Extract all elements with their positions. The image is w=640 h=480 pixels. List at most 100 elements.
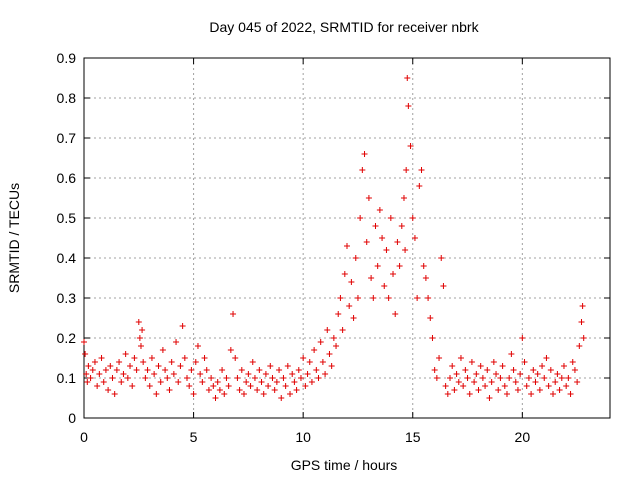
data-point — [157, 379, 164, 385]
data-point — [333, 343, 340, 349]
data-point — [118, 379, 125, 385]
data-point — [122, 351, 129, 357]
data-point — [495, 387, 502, 393]
data-point — [282, 383, 289, 389]
data-point — [396, 263, 403, 269]
data-point — [556, 387, 563, 393]
data-point — [536, 387, 543, 393]
data-point — [208, 375, 215, 381]
data-point — [135, 319, 142, 325]
data-point — [111, 391, 118, 397]
data-point — [357, 215, 364, 221]
data-point — [565, 375, 572, 381]
data-point — [256, 367, 263, 373]
data-point — [405, 103, 412, 109]
data-point — [223, 375, 230, 381]
x-tick-label: 10 — [295, 429, 311, 445]
data-point — [501, 383, 508, 389]
data-point — [569, 359, 576, 365]
data-point — [440, 283, 447, 289]
data-point — [199, 379, 206, 385]
data-point — [302, 383, 309, 389]
data-point — [512, 379, 519, 385]
data-point — [197, 371, 204, 377]
data-point — [409, 215, 416, 221]
data-point — [517, 371, 524, 377]
data-point — [81, 339, 87, 345]
data-point — [159, 347, 166, 353]
data-point — [482, 383, 489, 389]
data-point — [449, 363, 456, 369]
data-point — [381, 283, 388, 289]
data-point — [534, 371, 541, 377]
data-point — [376, 207, 383, 213]
data-point — [346, 303, 353, 309]
x-tick-label: 15 — [405, 429, 421, 445]
data-point — [324, 327, 331, 333]
data-point — [304, 371, 311, 377]
data-point — [116, 359, 123, 365]
data-point — [190, 391, 197, 397]
data-point — [287, 391, 294, 397]
data-point — [499, 363, 506, 369]
data-point — [120, 371, 127, 377]
data-point — [113, 367, 120, 373]
data-point — [84, 379, 91, 385]
data-point — [464, 375, 471, 381]
data-point — [576, 343, 583, 349]
data-point — [447, 375, 454, 381]
data-point — [579, 303, 586, 309]
data-point — [420, 263, 427, 269]
data-point — [83, 371, 90, 377]
data-point — [300, 355, 307, 361]
data-point — [387, 215, 394, 221]
data-point — [262, 371, 269, 377]
data-point — [385, 295, 392, 301]
data-point — [251, 375, 258, 381]
data-point — [431, 367, 438, 373]
data-point — [109, 375, 116, 381]
data-point — [479, 375, 486, 381]
data-point — [442, 383, 449, 389]
data-point — [273, 379, 280, 385]
data-point — [497, 375, 504, 381]
data-point — [102, 367, 109, 373]
data-point — [91, 359, 98, 365]
data-point — [560, 363, 567, 369]
data-point — [289, 371, 296, 377]
data-point — [330, 335, 337, 341]
data-point — [337, 295, 344, 301]
data-point — [317, 339, 324, 345]
data-point — [354, 295, 361, 301]
axis-ticks: 0 0.1 0.2 0.3 0.4 0.5 0.6 0.7 0.8 0.9 0 5 10 15 20 — [57, 50, 610, 445]
y-axis-label: SRMTID / TECUs — [6, 183, 22, 293]
data-point — [203, 367, 210, 373]
data-point — [243, 379, 250, 385]
data-point — [473, 371, 480, 377]
data-point — [269, 375, 276, 381]
data-point — [293, 387, 300, 393]
data-point — [403, 167, 410, 173]
data-point — [422, 275, 429, 281]
data-point — [328, 363, 335, 369]
data-point — [173, 339, 180, 345]
data-point — [276, 367, 283, 373]
data-point — [379, 235, 386, 241]
data-point — [539, 363, 546, 369]
data-point — [552, 379, 559, 385]
data-point — [170, 371, 177, 377]
data-point — [466, 391, 473, 397]
y-tick-label: 0.6 — [57, 170, 77, 186]
data-point — [359, 167, 366, 173]
data-point — [348, 279, 355, 285]
data-point — [563, 383, 570, 389]
data-point — [249, 359, 256, 365]
data-point — [89, 367, 96, 373]
y-tick-label: 0 — [68, 410, 76, 426]
data-point — [368, 275, 375, 281]
x-tick-label: 20 — [515, 429, 531, 445]
data-point — [280, 375, 287, 381]
x-tick-label: 0 — [80, 429, 88, 445]
data-point — [194, 343, 201, 349]
